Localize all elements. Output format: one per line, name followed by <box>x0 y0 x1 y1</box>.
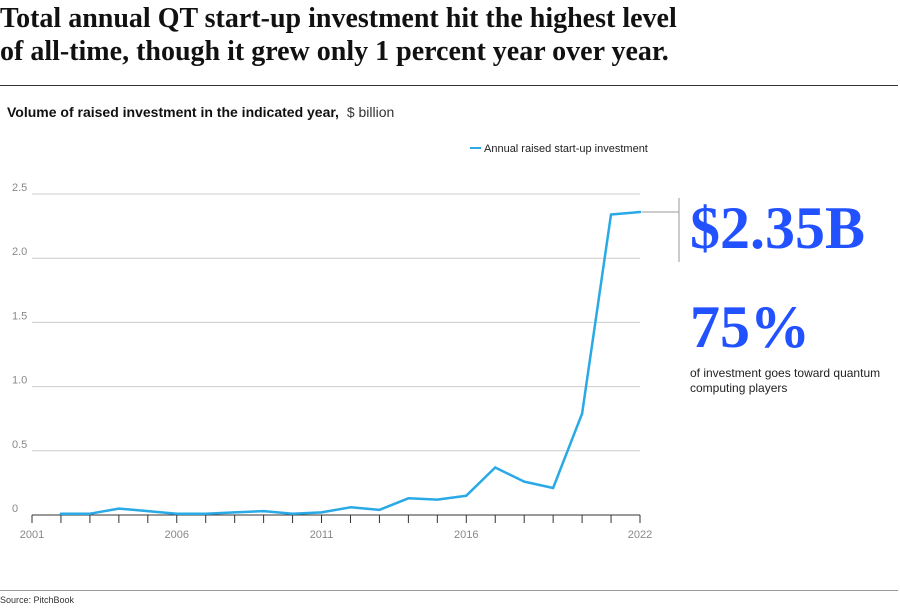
data-point <box>291 512 294 515</box>
headline-line-2: of all-time, though it grew only 1 perce… <box>0 36 669 67</box>
source-note: Source: PitchBook <box>0 595 75 605</box>
data-point <box>349 506 352 509</box>
x-tick-label: 2001 <box>20 529 44 541</box>
data-point <box>204 512 207 515</box>
data-point <box>378 508 381 512</box>
data-point <box>522 480 526 483</box>
quantum-share-callout: 75% <box>690 294 810 360</box>
gridlines <box>32 193 640 452</box>
total-investment-callout: $2.35B <box>690 195 866 261</box>
y-tick-label: 1.0 <box>12 375 27 387</box>
x-tick-label: 2006 <box>165 529 189 541</box>
chart-subtitle: Volume of raised investment in the indic… <box>7 103 394 121</box>
data-point <box>638 210 642 214</box>
series-line <box>59 210 642 515</box>
legend: Annual raised start-up investment <box>470 143 648 155</box>
quantum-share-caption: of investment goes toward quantum comput… <box>690 366 881 395</box>
legend-label: Annual raised start-up investment <box>484 143 648 155</box>
tick-labels: 0 0.5 1.0 1.5 2.0 2.5 2001 2006 2011 2016 2022 <box>12 182 652 541</box>
data-point <box>262 509 265 513</box>
y-tick-label: 2.5 <box>12 182 27 194</box>
subtitle-main: Volume of raised investment in the indic… <box>7 104 339 120</box>
data-point <box>117 507 121 510</box>
data-point <box>175 512 178 515</box>
data-point <box>436 498 439 501</box>
data-point <box>320 511 323 514</box>
series-layer <box>59 210 642 515</box>
x-tick-label: 2016 <box>454 529 478 541</box>
y-tick-label: 1.5 <box>12 310 27 322</box>
y-tick-label: 0 <box>12 503 18 515</box>
top-divider <box>0 85 898 86</box>
data-point <box>609 213 613 216</box>
y-tick-label: 2.0 <box>12 246 27 258</box>
data-point <box>88 512 92 515</box>
headline-line-1: Total annual QT start-up investment hit … <box>0 3 677 34</box>
data-point <box>407 497 410 500</box>
data-point <box>233 511 236 514</box>
data-point <box>494 466 497 469</box>
bottom-divider <box>0 590 898 591</box>
data-point <box>551 486 555 490</box>
x-tick-label: 2011 <box>310 529 334 541</box>
x-axis <box>31 514 641 523</box>
callout-leader <box>642 198 680 262</box>
data-point <box>146 509 150 513</box>
data-point <box>59 512 63 515</box>
subtitle-unit: $ billion <box>346 104 395 120</box>
x-tick-label: 2022 <box>628 529 652 541</box>
data-point <box>580 412 584 415</box>
y-tick-label: 0.5 <box>12 439 27 451</box>
data-point <box>465 494 468 497</box>
headline: Total annual QT start-up investment hit … <box>0 2 880 68</box>
